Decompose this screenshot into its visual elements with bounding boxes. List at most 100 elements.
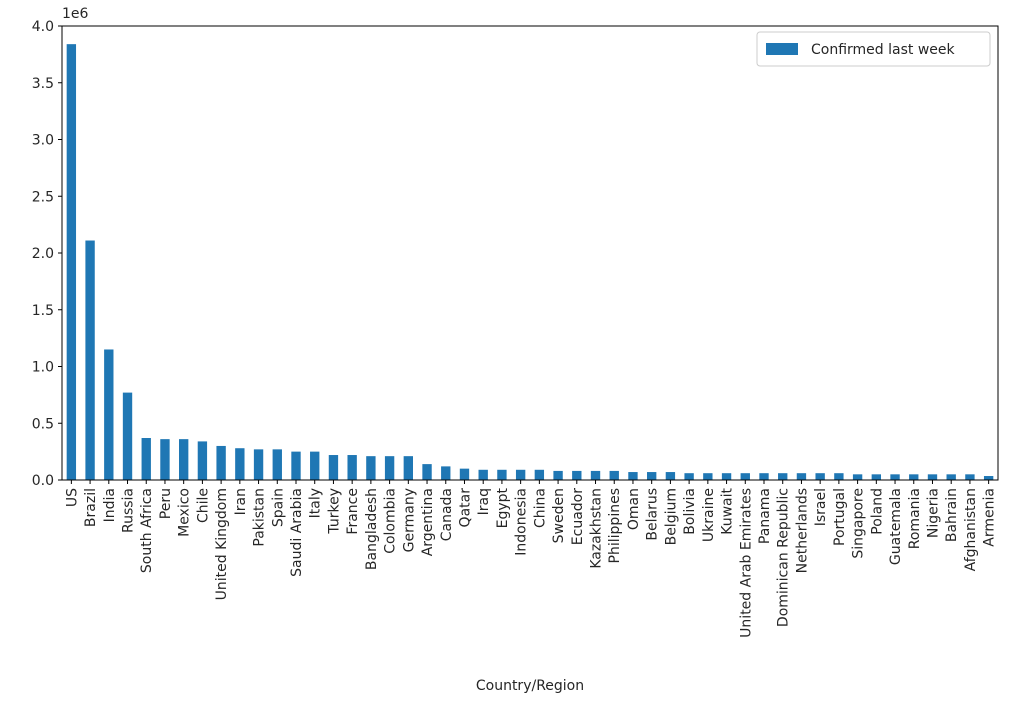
bar-afghanistan [965, 474, 975, 480]
legend: Confirmed last week [756, 31, 991, 67]
x-tick-label: Mexico [177, 488, 193, 537]
bar-united-arab-emirates [740, 473, 750, 480]
x-tick-label: Poland [869, 488, 885, 535]
bar-ecuador [572, 470, 582, 480]
x-tick-label: United Kingdom [214, 488, 230, 600]
bar-qatar [459, 468, 470, 480]
x-tick-label: Portugal [832, 488, 848, 546]
x-tick-label: Russia [121, 488, 137, 533]
x-axis: US Brazil India Russia South Africa Peru Mexic… [64, 480, 998, 638]
y-tick-label: 3.5 [32, 76, 54, 92]
bar-portugal [834, 473, 844, 480]
bar-pakistan [253, 449, 264, 480]
bar-iran [235, 448, 245, 480]
x-tick-label: India [102, 488, 118, 522]
x-tick-label: Panama [757, 488, 773, 544]
x-tick-label: Iraq [476, 488, 492, 515]
x-tick-label: Nigeria [925, 488, 941, 538]
bar-saudi-arabia [291, 451, 301, 480]
x-tick-label: Pakistan [252, 488, 268, 547]
x-tick-label: Bahrain [944, 488, 960, 542]
x-tick-label: Netherlands [794, 488, 810, 573]
x-tick-label: Argentina [420, 488, 436, 556]
x-tick-label: Spain [270, 488, 286, 527]
bar-canada [441, 466, 451, 480]
bar-france [347, 455, 357, 480]
x-tick-label: Guatemala [888, 488, 904, 565]
x-tick-label: Afghanistan [963, 488, 979, 571]
x-tick-label: Colombia [383, 488, 399, 554]
x-tick-label: Israel [813, 488, 829, 526]
x-tick-label: France [345, 488, 361, 535]
bar-bangladesh [366, 456, 376, 480]
y-tick-label: 2.0 [32, 246, 54, 262]
x-tick-label: Bolivia [682, 488, 698, 535]
x-tick-label: Canada [439, 488, 455, 541]
x-tick-label: Peru [158, 488, 174, 519]
bar-netherlands [796, 473, 807, 480]
x-tick-label: Saudi Arabia [289, 488, 305, 577]
bar-israel [815, 473, 825, 480]
x-tick-label: Indonesia [514, 488, 530, 556]
bar-belgium [665, 472, 676, 480]
bar-turkey [328, 455, 339, 480]
bar-kazakhstan [590, 470, 601, 480]
y-tick-label: 0.0 [32, 473, 54, 489]
bar-iraq [478, 469, 488, 480]
y-tick-label: 2.5 [32, 189, 54, 205]
bar-united-kingdom [216, 445, 226, 480]
bar-russia [122, 392, 133, 480]
bar-panama [759, 473, 769, 480]
bar-indonesia [515, 469, 526, 480]
x-tick-label: Brazil [83, 488, 99, 527]
bar-italy [310, 451, 320, 480]
bar-guatemala [890, 474, 900, 480]
bar-bahrain [946, 474, 956, 480]
plot-frame [61, 25, 999, 481]
x-tick-label: Philippines [607, 488, 623, 563]
x-tick-label: Bangladesh [364, 488, 380, 570]
bar-us [66, 44, 77, 480]
x-tick-label: Oman [626, 488, 642, 530]
y-tick-label: 1.5 [32, 303, 54, 319]
bar-romania [909, 474, 919, 480]
x-tick-label: Egypt [495, 488, 511, 529]
bar-spain [272, 449, 282, 480]
y-tick-label: 0.5 [32, 416, 54, 432]
x-tick-label: Ukraine [701, 488, 717, 542]
x-tick-label: Kazakhstan [589, 488, 605, 569]
y-tick-label: 3.0 [32, 133, 54, 149]
bar-china [534, 469, 545, 480]
legend-swatch [766, 43, 798, 55]
bar-belarus [647, 472, 657, 480]
x-tick-label: Kuwait [720, 487, 736, 534]
x-tick-label: Germany [401, 488, 417, 552]
bar-bolivia [684, 473, 694, 480]
bar-oman [628, 472, 638, 480]
x-tick-label: Romania [907, 488, 923, 549]
bar-mexico [179, 439, 189, 480]
x-tick-label: Dominican Republic [776, 488, 792, 627]
x-axis-label: Country/Region [476, 678, 584, 694]
bar-peru [160, 439, 170, 480]
bar-singapore [852, 474, 863, 480]
x-tick-label: Armenia [982, 488, 998, 547]
x-tick-label: Italy [308, 488, 324, 518]
x-tick-label: Turkey [326, 488, 342, 535]
bar-india [104, 349, 114, 480]
bar-armenia [983, 476, 994, 480]
bar-chile [197, 441, 208, 480]
bar-sweden [553, 470, 563, 480]
legend-label: Confirmed last week [811, 42, 956, 58]
bar-ukraine [703, 473, 713, 480]
bar-germany [403, 456, 413, 480]
legend-box [756, 31, 991, 67]
x-tick-label: China [532, 488, 548, 528]
bar-kuwait [721, 473, 732, 480]
bar-brazil [85, 240, 95, 480]
x-tick-label: Chile [195, 488, 211, 523]
x-tick-label: Belarus [645, 488, 661, 541]
bar-argentina [422, 464, 432, 480]
y-tick-label: 4.0 [32, 19, 54, 35]
